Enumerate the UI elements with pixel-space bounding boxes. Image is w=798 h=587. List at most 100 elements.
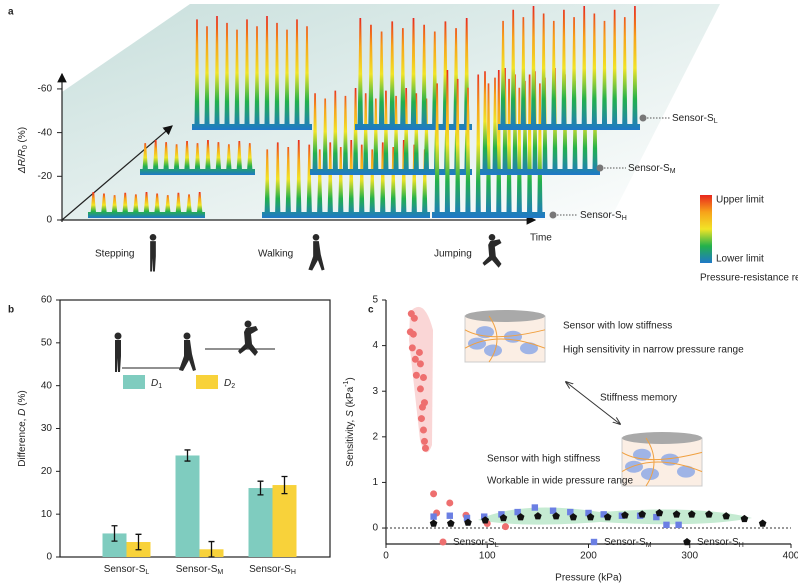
x-tick-label: 0 xyxy=(383,551,389,562)
y-axis-label: Sensitivity, S (kPa-1) xyxy=(343,377,355,466)
x-tick-label: 100 xyxy=(479,551,496,562)
annotation: High sensitivity in narrow pressure rang… xyxy=(563,345,744,356)
error-bar xyxy=(208,540,215,558)
y-tick-label: -40 xyxy=(38,127,53,138)
point xyxy=(430,513,437,520)
activity-label: Walking xyxy=(258,249,293,260)
silhouette-body xyxy=(179,340,196,371)
silhouette-head xyxy=(114,332,122,340)
legend-label-part: 2 xyxy=(231,383,235,390)
silhouette xyxy=(114,332,122,372)
y-tick-label: 0 xyxy=(46,215,52,226)
colorbar xyxy=(700,195,712,263)
point xyxy=(408,344,416,352)
y-axis-label-part: (kPa xyxy=(345,386,356,410)
inset-particle xyxy=(468,337,486,350)
y-tick-label: 0 xyxy=(46,552,52,563)
error-bar xyxy=(281,475,288,495)
legend-marker xyxy=(590,538,598,546)
point xyxy=(412,371,420,379)
legend-label-part: Sensor-S xyxy=(604,537,646,548)
silhouette xyxy=(482,233,502,268)
response-cluster xyxy=(192,16,312,130)
y-axis-label: Difference, D (%) xyxy=(17,390,28,467)
axes xyxy=(385,300,791,545)
point xyxy=(411,355,419,363)
point xyxy=(429,519,438,527)
inset-lid xyxy=(622,432,702,444)
point xyxy=(416,360,424,368)
sensor-label: Sensor-SL xyxy=(672,113,718,126)
point xyxy=(603,513,612,521)
y-tick-label: 2 xyxy=(372,431,378,442)
y-axis-label-part: 0 xyxy=(22,145,29,149)
x-tick-label: Sensor-SH xyxy=(249,564,296,577)
point xyxy=(418,403,426,411)
annotation: Sensor with high stiffness xyxy=(487,454,600,465)
y-tick-label: 3 xyxy=(372,386,378,397)
inset-particle xyxy=(484,344,502,357)
legend-label-part: H xyxy=(739,542,744,549)
point xyxy=(722,512,731,520)
point xyxy=(569,513,578,521)
silhouette-body xyxy=(308,241,325,271)
y-axis-label-part: (%) xyxy=(17,390,28,408)
y-axis-label-part: ) xyxy=(345,377,356,380)
activity-label: Stepping xyxy=(95,249,134,260)
inset-fibers xyxy=(621,437,703,487)
bar xyxy=(175,455,200,557)
point xyxy=(567,508,574,516)
y-tick-label: 0 xyxy=(372,523,378,534)
x-tick-label-part: L xyxy=(145,569,149,576)
response-cluster xyxy=(88,192,205,218)
point xyxy=(410,314,418,322)
point xyxy=(531,504,539,511)
y-axis-label-part: -1 xyxy=(343,381,350,387)
legend-marker xyxy=(683,538,691,546)
point xyxy=(481,513,488,520)
point xyxy=(419,374,427,382)
annotation: Stiffness memory xyxy=(600,393,677,404)
point xyxy=(549,507,557,514)
point xyxy=(420,437,428,445)
legend-label: D1 xyxy=(151,378,162,391)
y-tick-label: 5 xyxy=(372,295,378,306)
silhouette-head xyxy=(149,233,157,241)
panel-label: a xyxy=(8,7,14,18)
error-bar xyxy=(135,533,142,551)
inset-particle xyxy=(641,468,659,480)
y-axis-label: ΔR/R0 (%) xyxy=(17,127,30,174)
point xyxy=(672,510,681,518)
silhouette-body xyxy=(482,239,502,268)
silhouette-body xyxy=(115,340,121,372)
y-axis-label-part: Sensitivity, xyxy=(345,417,356,467)
point xyxy=(421,444,429,452)
point xyxy=(534,512,542,520)
point xyxy=(638,510,646,518)
bar xyxy=(102,533,127,557)
colorbar-lower: Lower limit xyxy=(716,254,764,265)
legend-label-part: D xyxy=(151,378,158,389)
inset-particle xyxy=(625,460,643,473)
y-tick-label: 4 xyxy=(372,340,378,351)
x-axis-label: Time xyxy=(530,233,552,244)
point xyxy=(621,511,629,519)
x-tick-label: Sensor-SL xyxy=(104,564,150,577)
memory-arrow xyxy=(566,382,620,424)
point xyxy=(464,518,472,526)
sensor-label-part: Sensor-S xyxy=(672,113,714,124)
point xyxy=(481,516,490,524)
legend-label-part: 1 xyxy=(158,383,162,390)
sensor-dot xyxy=(596,164,604,172)
y-tick-label: -60 xyxy=(38,84,53,95)
legend-label: Sensor-SL xyxy=(453,537,499,550)
colorbar-upper: Upper limit xyxy=(716,195,764,206)
point xyxy=(586,513,595,521)
point xyxy=(419,426,427,434)
x-tick-label-part: Sensor-S xyxy=(176,564,218,575)
sensor-label-part: H xyxy=(622,215,627,222)
x-tick-label-part: Sensor-S xyxy=(104,564,146,575)
legend-label-part: M xyxy=(646,542,652,549)
